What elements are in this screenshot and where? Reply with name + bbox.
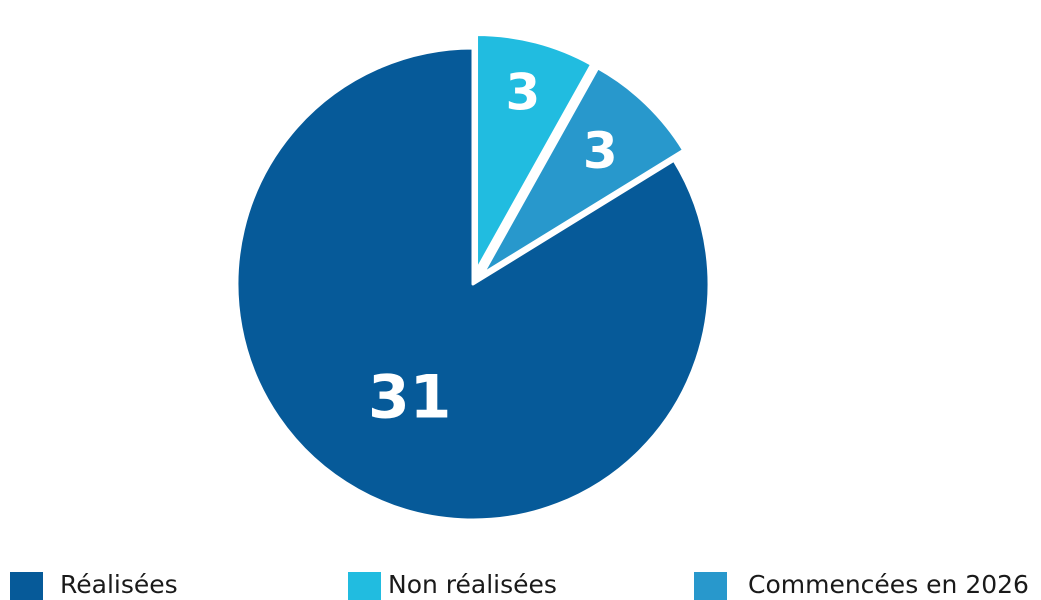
legend: Réalisées Non réalisées Commencées en 20…: [10, 570, 1029, 600]
legend-label-commencees: Commencées en 2026: [748, 570, 1029, 599]
data-label-realisees: 31: [368, 362, 452, 432]
slice-realisees: [235, 46, 711, 522]
legend-label-non-realisees: Non réalisées: [388, 570, 557, 599]
data-label-non-realisees: 3: [506, 63, 541, 121]
legend-swatch-realisees: [10, 572, 43, 600]
legend-swatch-commencees: [694, 572, 727, 600]
legend-swatch-non-realisees: [348, 572, 381, 600]
legend-label-realisees: Réalisées: [60, 570, 178, 599]
pie-data-labels: 31 33: [368, 63, 618, 432]
slice-commencees: [481, 66, 686, 276]
pie-slices: [235, 32, 711, 522]
slice-non-realisees: [475, 32, 594, 272]
data-label-commencees: 3: [583, 122, 618, 180]
